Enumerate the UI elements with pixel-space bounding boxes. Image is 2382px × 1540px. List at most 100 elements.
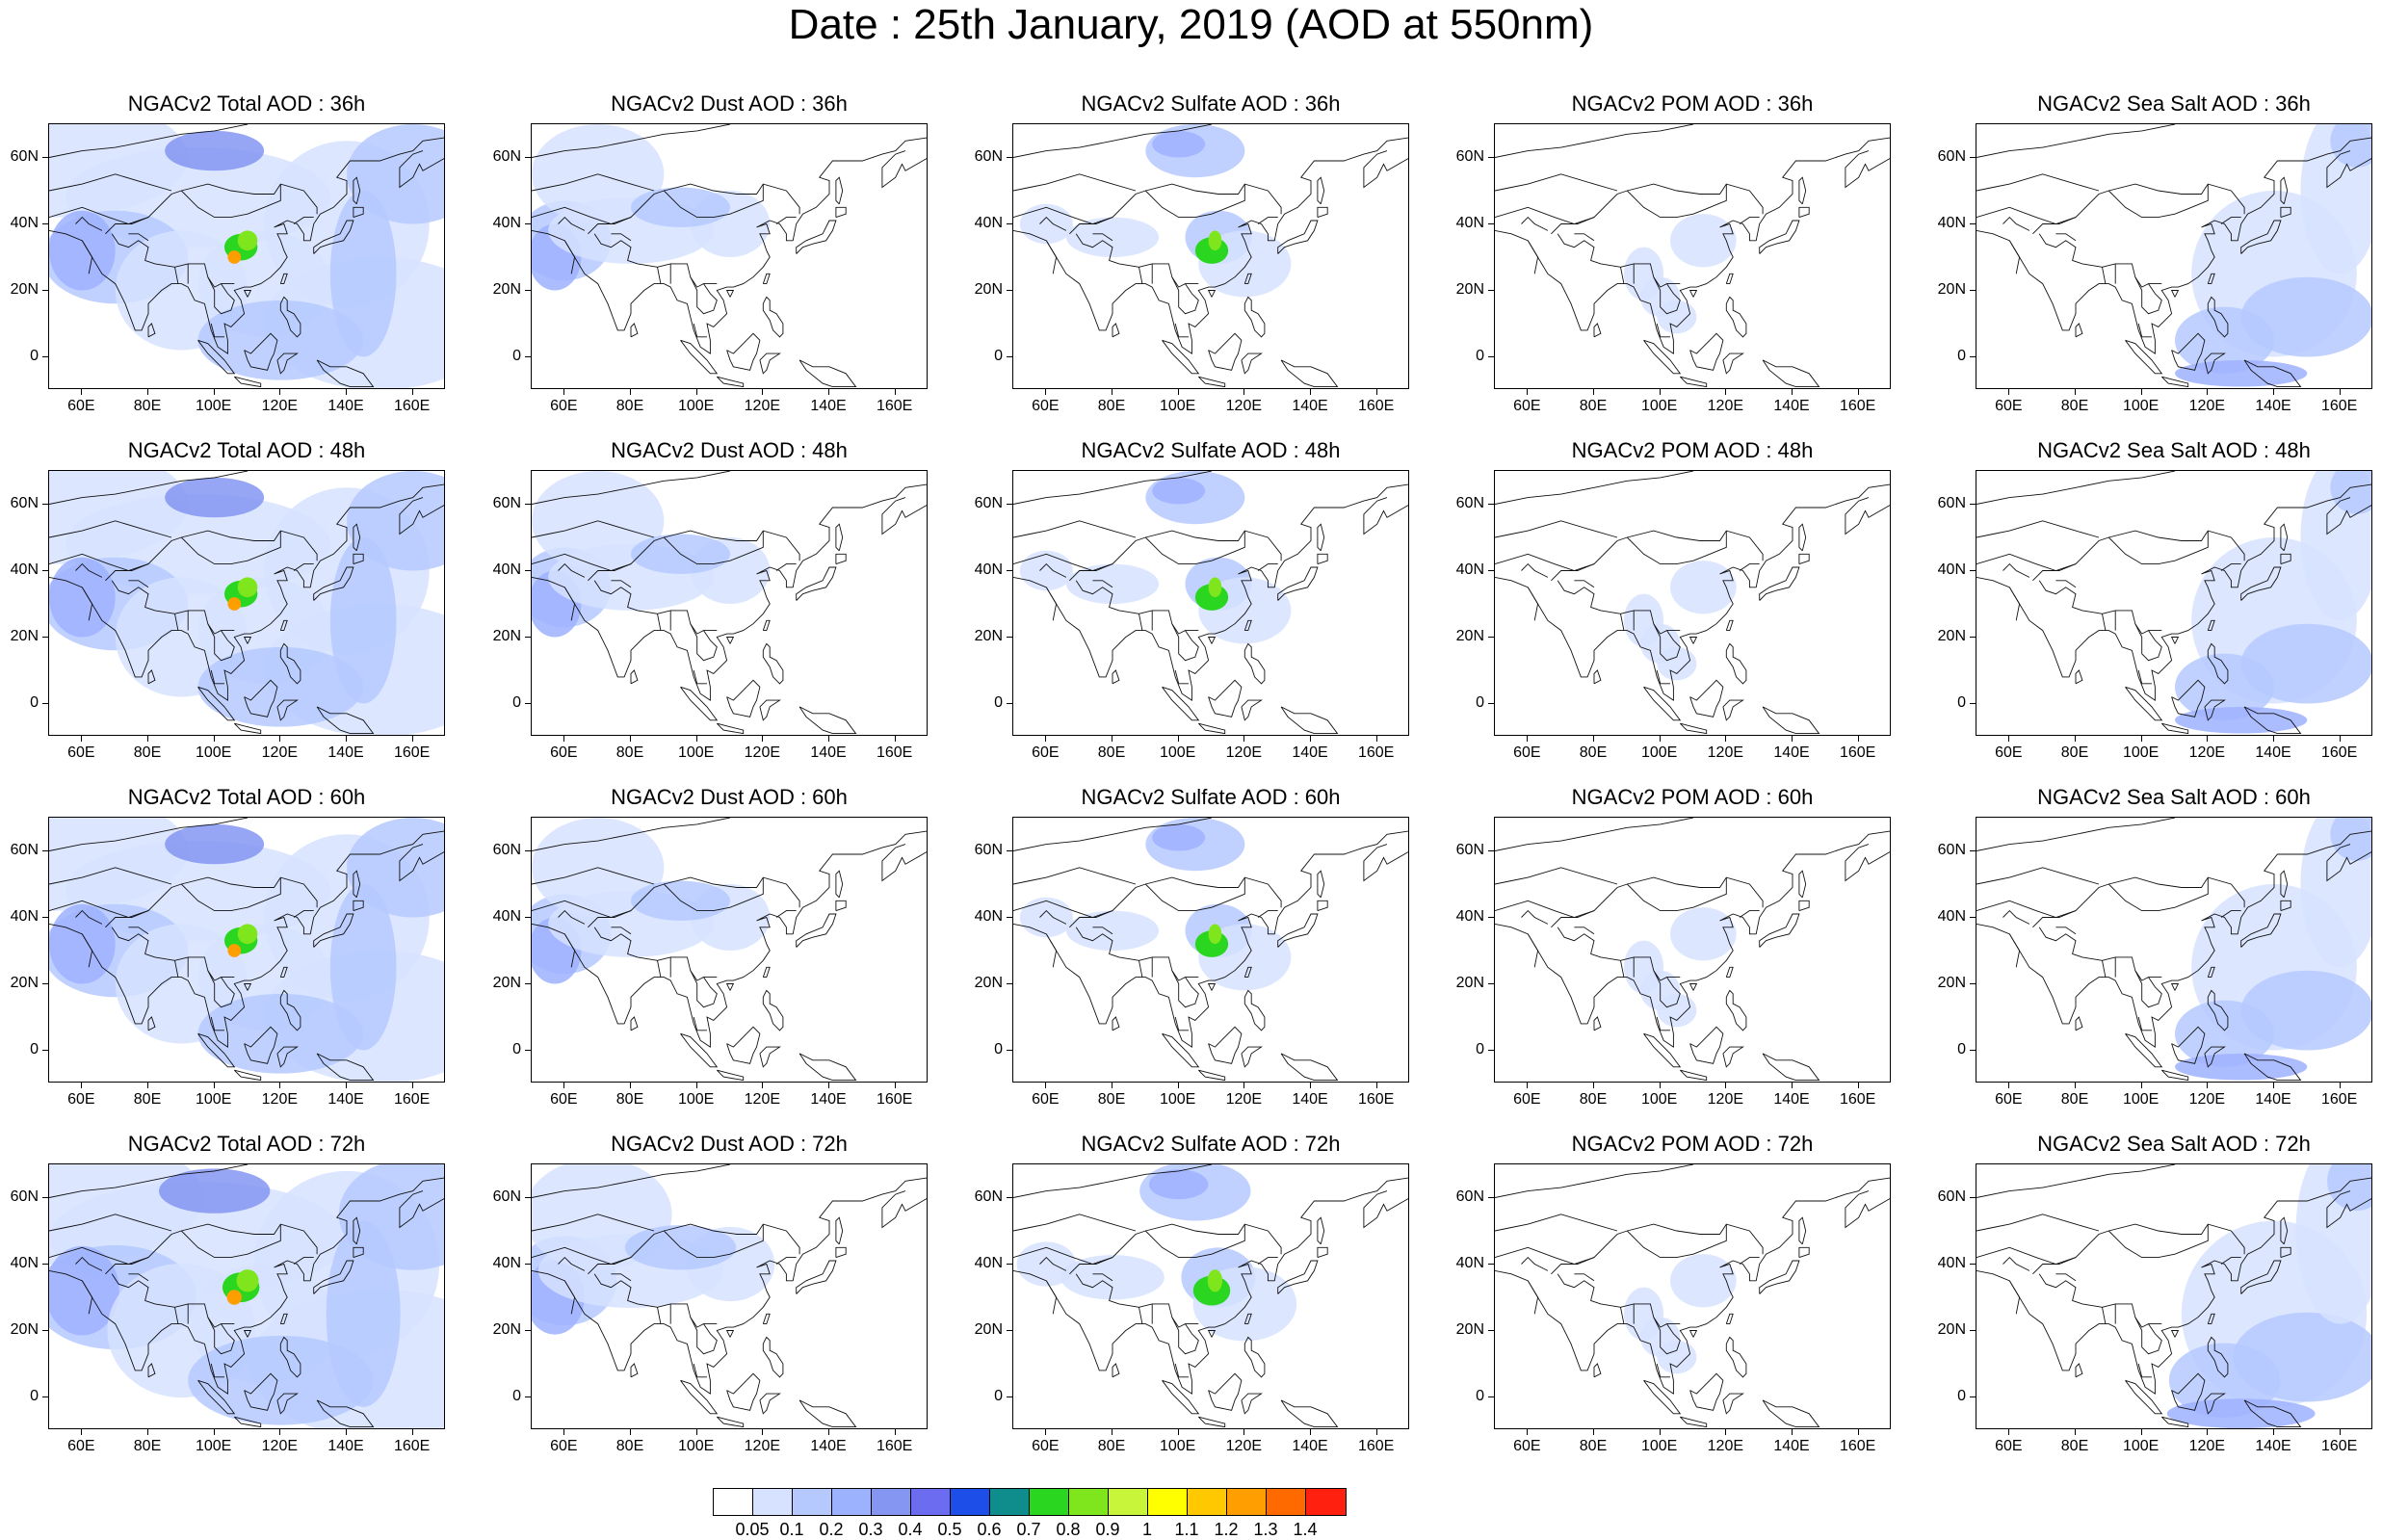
coastline bbox=[593, 233, 718, 288]
coastline bbox=[276, 1393, 299, 1415]
y-tick-label: 0 bbox=[30, 693, 39, 711]
coastline bbox=[1574, 580, 1595, 588]
y-tick-label: 20N bbox=[1937, 627, 1966, 644]
coastline bbox=[690, 276, 718, 315]
coastline bbox=[2075, 323, 2083, 338]
y-tick-label: 0 bbox=[1957, 1387, 1966, 1404]
x-tick-label: 100E bbox=[2122, 398, 2160, 414]
coastline bbox=[532, 1223, 800, 1265]
coastline bbox=[1976, 124, 2176, 158]
x-tick-mark bbox=[894, 1083, 896, 1088]
coastline bbox=[1171, 970, 1199, 1008]
coastline bbox=[1656, 1016, 1670, 1031]
aod-map-panel bbox=[1976, 123, 2372, 389]
x-tick-label: 160E bbox=[2320, 398, 2358, 414]
coastline bbox=[2204, 352, 2226, 375]
x-tick-label: 80E bbox=[2060, 744, 2089, 761]
x-tick-mark bbox=[213, 389, 215, 395]
y-tick-label: 0 bbox=[512, 1040, 521, 1057]
x-tick-mark bbox=[1375, 736, 1377, 742]
x-tick-mark bbox=[1310, 389, 1311, 395]
x-tick-mark bbox=[828, 1429, 829, 1435]
coastline bbox=[1976, 520, 2100, 538]
y-tick-label: 20N bbox=[1455, 974, 1484, 991]
coastline bbox=[1626, 877, 1727, 912]
coastline bbox=[1845, 844, 1890, 882]
coastline bbox=[1075, 1273, 1199, 1328]
coastline bbox=[881, 1190, 927, 1229]
coastline bbox=[762, 989, 784, 1031]
coastline bbox=[1075, 233, 1199, 288]
coastline bbox=[1241, 1393, 1263, 1415]
x-tick-mark bbox=[1593, 1429, 1594, 1435]
coastline bbox=[1845, 1190, 1890, 1229]
coastline bbox=[2280, 900, 2291, 912]
y-tick-label: 0 bbox=[994, 1387, 1003, 1404]
coastline bbox=[532, 830, 927, 1048]
coastline bbox=[563, 1280, 576, 1315]
x-tick-label: 60E bbox=[1995, 744, 2023, 761]
coastline bbox=[210, 669, 224, 685]
y-tick-label: 40N bbox=[1455, 1254, 1484, 1271]
coastline bbox=[1688, 290, 1698, 298]
map-canvas bbox=[49, 124, 444, 388]
coastline bbox=[2134, 1317, 2162, 1355]
coastline bbox=[1679, 1069, 1708, 1082]
y-tick-mark bbox=[1488, 1196, 1494, 1198]
coastline bbox=[563, 240, 576, 274]
y-tick-mark bbox=[1488, 355, 1494, 357]
y-tick-mark bbox=[42, 916, 48, 918]
coastline bbox=[233, 376, 262, 388]
coastline bbox=[128, 233, 149, 242]
x-tick-label: 140E bbox=[810, 398, 847, 414]
coastline bbox=[2280, 870, 2289, 899]
map-canvas bbox=[1013, 124, 1408, 388]
coastline bbox=[2240, 220, 2282, 254]
x-tick-label: 140E bbox=[2255, 1438, 2291, 1454]
coastline bbox=[1495, 124, 1694, 158]
coastline bbox=[1689, 1372, 1724, 1411]
x-tick-label: 80E bbox=[1579, 1438, 1608, 1454]
coastline bbox=[197, 1032, 236, 1068]
map-canvas bbox=[1495, 1164, 1890, 1428]
aod-field bbox=[1016, 1241, 1077, 1287]
y-tick-mark bbox=[525, 982, 531, 984]
coastline bbox=[81, 933, 93, 968]
coastline bbox=[1527, 1280, 1539, 1315]
coastline bbox=[1207, 1330, 1217, 1338]
y-tick-label: 0 bbox=[30, 1387, 39, 1404]
coastline bbox=[1162, 339, 1200, 375]
y-tick-mark bbox=[1007, 355, 1012, 357]
x-tick-mark bbox=[563, 1083, 565, 1088]
colorbar-label: 0.3 bbox=[858, 1520, 883, 1539]
coastline bbox=[1759, 1260, 1800, 1294]
x-tick-label: 140E bbox=[327, 1438, 364, 1454]
aod-map-panel bbox=[48, 123, 445, 389]
aod-map-panel bbox=[1976, 470, 2372, 736]
x-tick-mark bbox=[346, 1429, 347, 1435]
y-tick-mark bbox=[1007, 1263, 1012, 1265]
coastline bbox=[680, 686, 719, 721]
y-tick-label: 60N bbox=[492, 1188, 521, 1205]
x-tick-mark bbox=[2075, 1083, 2076, 1088]
coastline bbox=[2326, 844, 2371, 882]
coastline bbox=[532, 1164, 731, 1198]
x-tick-label: 140E bbox=[810, 1438, 847, 1454]
coastline bbox=[1689, 332, 1724, 371]
coastline bbox=[2137, 1016, 2152, 1031]
coastline bbox=[593, 1273, 718, 1328]
y-tick-mark bbox=[42, 1329, 48, 1331]
x-tick-mark bbox=[411, 736, 413, 742]
x-tick-label: 120E bbox=[744, 398, 781, 414]
x-tick-mark bbox=[1792, 736, 1793, 742]
coastline bbox=[81, 1280, 93, 1315]
y-tick-label: 60N bbox=[492, 494, 521, 511]
coastline bbox=[1112, 669, 1120, 685]
x-tick-label: 100E bbox=[1159, 1091, 1196, 1108]
coastline bbox=[2107, 531, 2209, 565]
y-tick-label: 20N bbox=[10, 280, 39, 298]
coastline bbox=[1257, 910, 1278, 918]
x-tick-label: 100E bbox=[1640, 744, 1678, 761]
coastline bbox=[279, 273, 288, 285]
x-tick-mark bbox=[1243, 389, 1245, 395]
